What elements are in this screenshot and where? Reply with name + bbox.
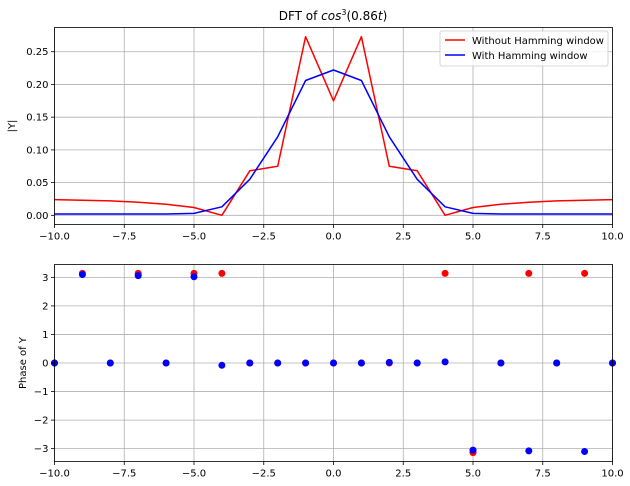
phase-point-without-hamming xyxy=(218,269,226,277)
phase-point-with-hamming xyxy=(246,359,254,367)
bottom-x-ticks: −10.0 −7.5 −5.0 −2.5 0.0 2.5 5.0 7.5 10.0 xyxy=(39,461,624,480)
bottom-x-tick-label: 0.0 xyxy=(326,469,342,480)
phase-point-with-hamming xyxy=(413,359,421,367)
phase-point-with-hamming xyxy=(553,359,561,367)
title-variable: t xyxy=(378,9,384,23)
phase-point-with-hamming xyxy=(525,447,533,455)
top-y-tick-label: 0.20 xyxy=(26,80,48,91)
top-x-tick-label: −7.5 xyxy=(112,232,136,243)
top-y-label: |Y| xyxy=(7,120,18,133)
top-chart-title: DFT of cos3(0.86t) xyxy=(279,8,388,23)
title-close: ) xyxy=(383,9,388,23)
title-text: DFT of xyxy=(279,9,321,23)
top-x-tick-label: 5.0 xyxy=(465,232,481,243)
phase-point-with-hamming xyxy=(385,358,393,366)
phase-point-with-hamming xyxy=(134,272,142,280)
phase-point-with-hamming xyxy=(581,448,589,455)
bottom-x-tick-label: −7.5 xyxy=(112,469,136,480)
title-superscript: 3 xyxy=(341,8,346,17)
legend: Without Hamming window With Hamming wind… xyxy=(439,30,609,67)
bottom-x-tick-label: 7.5 xyxy=(535,469,551,480)
bottom-y-tick-label: −3 xyxy=(34,444,49,455)
bottom-x-tick-label: 10.0 xyxy=(601,469,623,480)
top-y-tick-label: 0.25 xyxy=(26,47,48,58)
bottom-y-ticks: −3 −2 −1 0 1 2 3 xyxy=(34,273,55,455)
phase-point-with-hamming xyxy=(357,359,365,367)
phase-point-with-hamming xyxy=(190,273,198,281)
bottom-y-tick-label: 1 xyxy=(42,330,48,341)
top-x-ticks: −10.0 −7.5 −5.0 −2.5 0.0 2.5 5.0 7.5 10.0 xyxy=(39,224,624,243)
legend-label-red: Without Hamming window xyxy=(472,36,604,47)
top-grid xyxy=(54,27,613,225)
phase-point-with-hamming xyxy=(330,359,337,367)
top-chart: −10.0 −7.5 −5.0 −2.5 0.0 2.5 5.0 7.5 10.0 0.000.… xyxy=(7,27,624,243)
legend-label-blue: With Hamming window xyxy=(472,51,588,62)
top-x-tick-label: −2.5 xyxy=(252,232,276,243)
title-math: cos xyxy=(321,9,341,23)
bottom-x-tick-label: 2.5 xyxy=(395,469,411,480)
bottom-x-tick-label: −10.0 xyxy=(39,469,70,480)
phase-point-without-hamming xyxy=(525,269,533,277)
bottom-chart: −10.0 −7.5 −5.0 −2.5 0.0 2.5 5.0 7.5 10.0 −3 −2 −1… xyxy=(18,264,624,480)
phase-point-with-hamming xyxy=(162,359,170,367)
phase-point-with-hamming xyxy=(78,271,86,278)
phase-point-with-hamming xyxy=(302,359,310,367)
phase-point-with-hamming xyxy=(469,446,477,454)
top-x-tick-label: 7.5 xyxy=(535,232,551,243)
top-y-ticks: 0.00 0.05 0.10 0.15 0.20 0.25 xyxy=(26,47,55,222)
top-x-tick-label: 2.5 xyxy=(395,232,411,243)
bottom-y-label: Phase of Y xyxy=(18,336,29,389)
bottom-x-tick-label: −2.5 xyxy=(252,469,276,480)
top-series-lines xyxy=(54,35,613,217)
series-line-without-hamming xyxy=(54,35,613,217)
title-arg: (0.86 xyxy=(346,9,377,23)
bottom-y-tick-label: 3 xyxy=(42,273,48,284)
bottom-y-tick-label: −1 xyxy=(34,387,49,398)
bottom-x-tick-label: −5.0 xyxy=(182,469,206,480)
phase-point-without-hamming xyxy=(441,269,449,277)
top-y-tick-label: 0.00 xyxy=(26,211,48,222)
top-x-tick-label: 0.0 xyxy=(326,232,342,243)
legend-frame xyxy=(439,30,609,67)
phase-point-with-hamming xyxy=(218,361,226,369)
bottom-y-tick-label: 0 xyxy=(42,359,48,370)
phase-point-without-hamming xyxy=(581,269,589,277)
top-x-tick-label: −5.0 xyxy=(182,232,206,243)
top-y-tick-label: 0.05 xyxy=(26,178,48,189)
bottom-x-tick-label: 5.0 xyxy=(465,469,481,480)
bottom-y-tick-label: 2 xyxy=(42,301,48,312)
series-line-with-hamming xyxy=(54,69,613,215)
phase-point-with-hamming xyxy=(274,359,282,367)
bottom-y-tick-label: −2 xyxy=(34,416,49,427)
top-x-tick-label: −10.0 xyxy=(39,232,70,243)
top-x-tick-label: 10.0 xyxy=(601,232,623,243)
bottom-grid xyxy=(54,264,613,462)
phase-point-with-hamming xyxy=(441,358,449,366)
phase-point-with-hamming xyxy=(497,359,505,367)
top-y-tick-label: 0.10 xyxy=(26,145,48,156)
top-y-tick-label: 0.15 xyxy=(26,113,48,124)
phase-point-with-hamming xyxy=(106,359,114,367)
